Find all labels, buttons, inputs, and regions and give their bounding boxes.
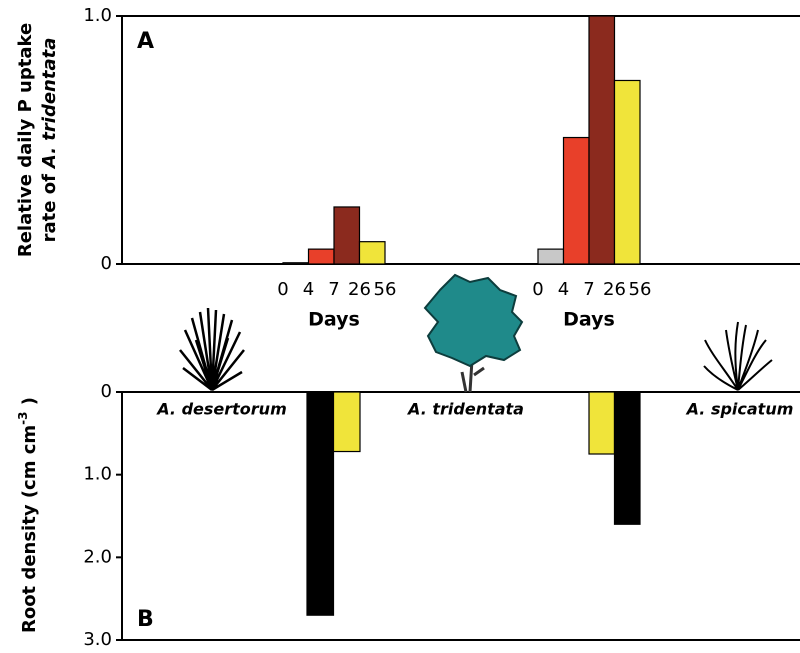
x-tick-label: 4 (558, 279, 569, 300)
y-axis-label-line: rate of A. tridentata (39, 38, 60, 243)
x-tick-label: 26 (603, 279, 626, 300)
label-part: rate of (39, 174, 60, 242)
y-tick-label: 1.0 (83, 5, 112, 26)
x-tick-label: 26 (348, 279, 371, 300)
y-axis-label: Root density (cm cm-3 ) (16, 397, 41, 633)
x-tick-label: 56 (629, 279, 652, 300)
label-part: ) (19, 397, 40, 412)
bar (613, 79, 641, 265)
bar (333, 206, 361, 265)
bar (588, 391, 616, 455)
y-tick-label: 2.0 (83, 546, 112, 567)
bar (332, 391, 361, 453)
y-axis-label-line: Relative daily P uptake (15, 23, 36, 257)
x-tick-label: 7 (583, 279, 594, 300)
y-axis-label: Relative daily P uptake rate of A. triden… (15, 23, 60, 257)
panel-label: A (137, 29, 154, 54)
y-tick-label: 0 (101, 253, 112, 274)
bar (358, 241, 386, 265)
panel-label: B (137, 607, 154, 632)
bar (537, 248, 565, 265)
x-tick-label: 7 (328, 279, 339, 300)
label-part: -3 (16, 411, 30, 424)
bar (307, 248, 335, 265)
grass-icon (703, 321, 773, 391)
y-axis-label-line: Root density (cm cm-3 ) (16, 397, 41, 633)
plant-label: A. spicatum (685, 400, 794, 419)
y-tick-label: 0 (101, 381, 112, 402)
y-tick-label: 1.0 (83, 464, 112, 485)
grass-icon (179, 307, 245, 392)
tree-icon (423, 273, 524, 393)
label-part: A. tridentata (39, 38, 60, 170)
x-tick-label: 0 (277, 279, 288, 300)
bar (282, 262, 310, 265)
x-tick-label: 0 (532, 279, 543, 300)
x-tick-label: 4 (303, 279, 314, 300)
x-tick-label: 56 (374, 279, 397, 300)
bar (306, 391, 335, 616)
bar (588, 15, 616, 265)
bar (613, 391, 641, 525)
x-axis-label: Days (563, 309, 615, 331)
x-axis-label: Days (308, 309, 360, 331)
y-tick-label: 3.0 (83, 629, 112, 650)
plant-label: A. tridentata (406, 400, 524, 419)
label-part: Root density (cm cm (19, 425, 40, 633)
plant-label: A. desertorum (155, 400, 287, 419)
bar (562, 136, 590, 265)
